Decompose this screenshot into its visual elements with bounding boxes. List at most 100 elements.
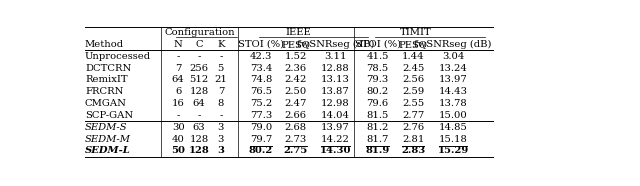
- Text: 13.24: 13.24: [438, 64, 467, 73]
- Text: 256: 256: [189, 64, 209, 73]
- Text: 8: 8: [218, 99, 224, 108]
- Text: 75.2: 75.2: [250, 99, 272, 108]
- Text: 3: 3: [218, 134, 224, 144]
- Text: -: -: [197, 52, 201, 61]
- Text: 128: 128: [189, 87, 209, 96]
- Text: 81.9: 81.9: [365, 146, 390, 155]
- Text: 2.76: 2.76: [403, 123, 424, 132]
- Text: -: -: [219, 111, 223, 120]
- Text: CMGAN: CMGAN: [85, 99, 127, 108]
- Text: K: K: [217, 40, 225, 49]
- Text: 5: 5: [218, 64, 224, 73]
- Text: FRCRN: FRCRN: [85, 87, 124, 96]
- Text: PESQ: PESQ: [281, 40, 310, 49]
- Text: 3.11: 3.11: [324, 52, 347, 61]
- Text: SEDM-M: SEDM-M: [85, 134, 131, 144]
- Text: 2.50: 2.50: [285, 87, 307, 96]
- Text: 2.42: 2.42: [285, 75, 307, 84]
- Text: 2.81: 2.81: [402, 134, 424, 144]
- Text: SEDM-L: SEDM-L: [85, 146, 131, 155]
- Text: 7: 7: [218, 87, 224, 96]
- Text: 2.77: 2.77: [402, 111, 424, 120]
- Text: 14.04: 14.04: [321, 111, 350, 120]
- Text: 30: 30: [172, 123, 184, 132]
- Text: 2.75: 2.75: [284, 146, 308, 155]
- Text: 73.4: 73.4: [250, 64, 272, 73]
- Text: 12.88: 12.88: [321, 64, 350, 73]
- Text: 14.43: 14.43: [438, 87, 467, 96]
- Text: -: -: [177, 52, 180, 61]
- Text: 15.29: 15.29: [437, 146, 468, 155]
- Text: 2.36: 2.36: [285, 64, 307, 73]
- Text: 2.45: 2.45: [402, 64, 424, 73]
- Text: 41.5: 41.5: [366, 52, 389, 61]
- Text: 1.44: 1.44: [402, 52, 424, 61]
- Text: 64: 64: [193, 99, 205, 108]
- Text: -: -: [177, 111, 180, 120]
- Text: 42.3: 42.3: [250, 52, 272, 61]
- Text: 13.97: 13.97: [321, 123, 350, 132]
- Text: SEDM-S: SEDM-S: [85, 123, 127, 132]
- Text: PESQ: PESQ: [399, 40, 428, 49]
- Text: STOI (%): STOI (%): [355, 40, 401, 49]
- Text: Method: Method: [85, 40, 124, 49]
- Text: 13.87: 13.87: [321, 87, 350, 96]
- Text: 15.18: 15.18: [438, 134, 467, 144]
- Text: 81.7: 81.7: [367, 134, 388, 144]
- Text: 2.68: 2.68: [285, 123, 307, 132]
- Text: 78.5: 78.5: [367, 64, 388, 73]
- Text: STOI (%): STOI (%): [238, 40, 284, 49]
- Text: 16: 16: [172, 99, 184, 108]
- Text: 40: 40: [172, 134, 185, 144]
- Text: TIMIT: TIMIT: [399, 28, 431, 37]
- Text: DCTCRN: DCTCRN: [85, 64, 131, 73]
- Text: 2.55: 2.55: [402, 99, 424, 108]
- Text: SCP-GAN: SCP-GAN: [85, 111, 133, 120]
- Text: Configuration: Configuration: [164, 28, 235, 37]
- Text: 64: 64: [172, 75, 184, 84]
- Text: 2.66: 2.66: [285, 111, 307, 120]
- Text: 74.8: 74.8: [250, 75, 272, 84]
- Text: 13.13: 13.13: [321, 75, 350, 84]
- Text: 63: 63: [193, 123, 205, 132]
- Text: 2.73: 2.73: [285, 134, 307, 144]
- Text: -: -: [197, 111, 201, 120]
- Text: fwSNRseg (dB): fwSNRseg (dB): [414, 40, 492, 49]
- Text: 79.0: 79.0: [250, 123, 272, 132]
- Text: 79.3: 79.3: [367, 75, 388, 84]
- Text: 2.56: 2.56: [403, 75, 424, 84]
- Text: 14.85: 14.85: [438, 123, 467, 132]
- Text: 12.98: 12.98: [321, 99, 350, 108]
- Text: fwSNRseg (dB): fwSNRseg (dB): [297, 40, 374, 49]
- Text: 2.47: 2.47: [285, 99, 307, 108]
- Text: 128: 128: [189, 146, 209, 155]
- Text: 6: 6: [175, 87, 181, 96]
- Text: 77.3: 77.3: [250, 111, 272, 120]
- Text: 3: 3: [218, 123, 224, 132]
- Text: 14.22: 14.22: [321, 134, 350, 144]
- Text: C: C: [195, 40, 203, 49]
- Text: 1.52: 1.52: [285, 52, 307, 61]
- Text: 14.30: 14.30: [320, 146, 351, 155]
- Text: 512: 512: [189, 75, 209, 84]
- Text: 3.04: 3.04: [442, 52, 464, 61]
- Text: 81.2: 81.2: [367, 123, 388, 132]
- Text: -: -: [219, 52, 223, 61]
- Text: 80.2: 80.2: [249, 146, 273, 155]
- Text: 2.83: 2.83: [401, 146, 426, 155]
- Text: 79.6: 79.6: [367, 99, 388, 108]
- Text: RemixIT: RemixIT: [85, 75, 127, 84]
- Text: N: N: [174, 40, 182, 49]
- Text: 13.78: 13.78: [438, 99, 467, 108]
- Text: Unprocessed: Unprocessed: [85, 52, 151, 61]
- Text: 128: 128: [189, 134, 209, 144]
- Text: 79.7: 79.7: [250, 134, 272, 144]
- Text: 7: 7: [175, 64, 181, 73]
- Text: 50: 50: [172, 146, 185, 155]
- Text: IEEE: IEEE: [285, 28, 311, 37]
- Text: 21: 21: [214, 75, 227, 84]
- Text: 80.2: 80.2: [367, 87, 388, 96]
- Text: 81.5: 81.5: [367, 111, 388, 120]
- Text: 13.97: 13.97: [438, 75, 467, 84]
- Text: 76.5: 76.5: [250, 87, 272, 96]
